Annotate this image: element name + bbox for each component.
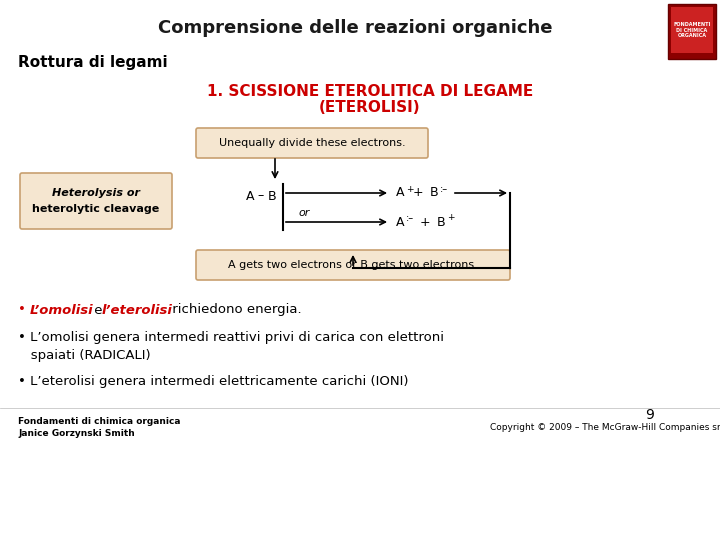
Text: Unequally divide these electrons.: Unequally divide these electrons. bbox=[219, 138, 405, 148]
Text: Rottura di legami: Rottura di legami bbox=[18, 55, 168, 70]
Text: heterolytic cleavage: heterolytic cleavage bbox=[32, 204, 160, 214]
Text: B: B bbox=[268, 190, 276, 202]
Text: Janice Gorzynski Smith: Janice Gorzynski Smith bbox=[18, 429, 135, 438]
Text: Copyright © 2009 – The McGraw-Hill Companies srl: Copyright © 2009 – The McGraw-Hill Compa… bbox=[490, 423, 720, 433]
Text: A: A bbox=[396, 186, 405, 199]
FancyBboxPatch shape bbox=[196, 128, 428, 158]
Text: richiedono energia.: richiedono energia. bbox=[168, 303, 302, 316]
Text: • L’omolisi genera intermedi reattivi privi di carica con elettroni: • L’omolisi genera intermedi reattivi pr… bbox=[18, 332, 444, 345]
Text: +: + bbox=[406, 185, 413, 193]
Text: :–: :– bbox=[440, 184, 448, 194]
Text: L’omolisi: L’omolisi bbox=[30, 303, 94, 316]
Text: +: + bbox=[447, 213, 454, 222]
Text: +: + bbox=[413, 186, 423, 199]
Text: Fondamenti di chimica organica: Fondamenti di chimica organica bbox=[18, 417, 181, 427]
Text: A: A bbox=[396, 215, 405, 228]
Text: 1. SCISSIONE ETEROLITICA DI LEGAME: 1. SCISSIONE ETEROLITICA DI LEGAME bbox=[207, 84, 533, 99]
Text: • L’eterolisi genera intermedi elettricamente carichi (IONI): • L’eterolisi genera intermedi elettrica… bbox=[18, 375, 408, 388]
FancyBboxPatch shape bbox=[20, 173, 172, 229]
FancyBboxPatch shape bbox=[671, 7, 713, 53]
Text: B: B bbox=[437, 215, 446, 228]
Text: spaiati (RADICALI): spaiati (RADICALI) bbox=[18, 348, 150, 361]
Text: B: B bbox=[430, 186, 438, 199]
Text: e: e bbox=[90, 303, 107, 316]
Text: A: A bbox=[246, 190, 254, 202]
Text: Comprensione delle reazioni organiche: Comprensione delle reazioni organiche bbox=[158, 19, 552, 37]
Text: +: + bbox=[420, 215, 431, 228]
Text: :–: :– bbox=[406, 213, 414, 223]
FancyBboxPatch shape bbox=[668, 4, 716, 59]
FancyBboxPatch shape bbox=[196, 250, 510, 280]
Text: A gets two electrons or B gets two electrons.: A gets two electrons or B gets two elect… bbox=[228, 260, 478, 270]
Text: FONDAMENTI
DI CHIMICA
ORGANICA: FONDAMENTI DI CHIMICA ORGANICA bbox=[673, 22, 711, 38]
Text: (ETEROLISI): (ETEROLISI) bbox=[319, 100, 420, 116]
Text: l’eterolisi: l’eterolisi bbox=[102, 303, 173, 316]
Text: or: or bbox=[298, 208, 310, 218]
Text: Heterolysis or: Heterolysis or bbox=[52, 188, 140, 198]
Text: •: • bbox=[18, 303, 26, 316]
Text: 9: 9 bbox=[646, 408, 654, 422]
Text: –: – bbox=[258, 190, 264, 202]
